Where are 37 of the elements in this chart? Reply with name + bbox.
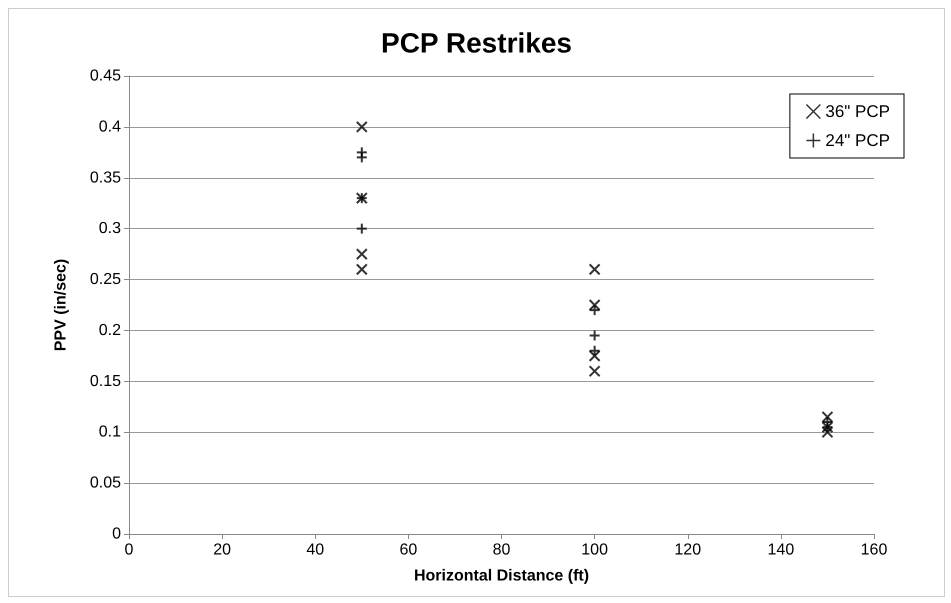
x-tick-label: 160 [860, 542, 888, 558]
y-tick-label: 0.45 [90, 68, 122, 84]
point [821, 426, 834, 438]
point [356, 151, 368, 164]
y-axis-title: PPV (in/sec) [52, 258, 70, 352]
x-tick-label: 40 [306, 542, 324, 558]
y-tick-label: 0 [112, 526, 122, 542]
y-tick-label: 0.1 [98, 424, 122, 441]
x-tick-label: 140 [768, 542, 794, 558]
y-tick-label: 0.15 [90, 372, 122, 390]
x-tick-label: 20 [213, 542, 232, 558]
point [588, 350, 601, 362]
point [356, 263, 368, 276]
point [588, 263, 601, 276]
point [588, 365, 601, 378]
y-tick-label: 0.4 [98, 118, 122, 136]
point [588, 299, 601, 311]
x-tick-label: 0 [124, 542, 134, 558]
y-tick-label: 0.2 [98, 322, 122, 339]
point [356, 222, 368, 235]
y-tick-label: 0.05 [90, 474, 122, 492]
point [356, 248, 368, 260]
x-tick-label: 100 [581, 542, 608, 558]
legend-label: 24" PCP [825, 131, 890, 150]
y-tick-label: 0.35 [90, 169, 122, 186]
point [588, 304, 601, 316]
point [588, 344, 601, 357]
y-tick-label: 0.3 [98, 220, 122, 238]
x-tick-label: 120 [674, 542, 702, 558]
point [356, 120, 368, 133]
x-tick-label: 60 [399, 542, 418, 558]
y-tick-label: 0.25 [90, 271, 122, 288]
chart-title: PCP Restrikes [381, 28, 572, 58]
point [588, 330, 601, 342]
x-axis-title: Horizontal Distance (ft) [414, 568, 590, 584]
x-tick-label: 80 [492, 542, 510, 558]
legend-label: 36" PCP [825, 102, 890, 121]
